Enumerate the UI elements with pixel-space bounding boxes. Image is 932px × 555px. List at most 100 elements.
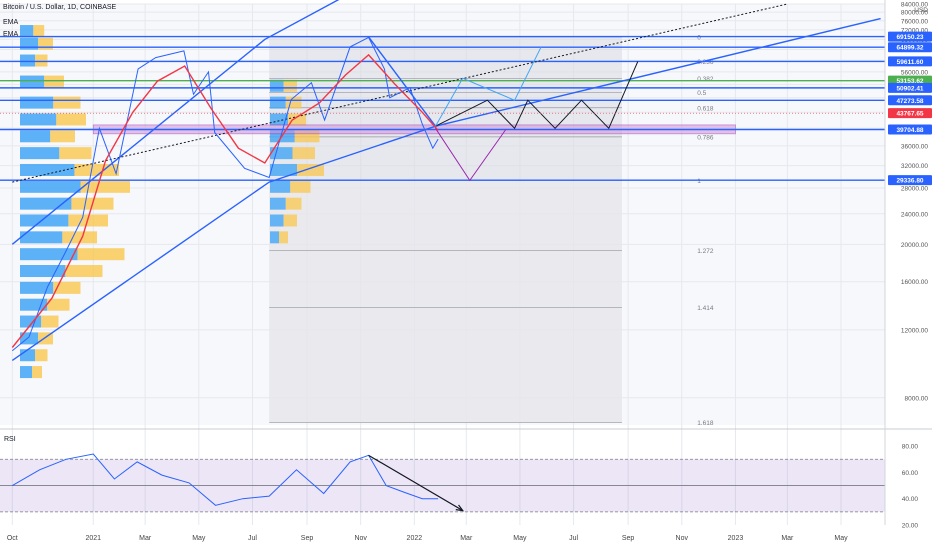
- volume-profile-bar: [20, 25, 34, 38]
- price-label-tag: [888, 56, 932, 67]
- volume-profile-bar: [283, 79, 297, 92]
- price-label-tag: [888, 31, 932, 42]
- volume-profile-bar: [285, 197, 302, 210]
- volume-profile-bar: [44, 75, 64, 88]
- volume-profile-bar: [270, 214, 284, 227]
- indicator-ema-2: EMA: [3, 31, 19, 38]
- volume-profile-bar: [292, 147, 315, 160]
- volume-profile-bar: [270, 163, 297, 176]
- price-label-tag: [888, 175, 932, 186]
- price-label-text: 64899.32: [896, 45, 923, 52]
- y-tick-label: 16000.00: [901, 279, 928, 286]
- volume-profile-bar: [41, 315, 59, 328]
- y-tick-label: 28000.00: [901, 185, 928, 192]
- volume-profile-bar: [20, 180, 81, 193]
- volume-profile-bar: [20, 163, 75, 176]
- volume-profile-bar: [270, 96, 286, 109]
- fib-box-lower: [269, 180, 622, 423]
- rsi-y-tick-label: 20.00: [902, 523, 919, 530]
- y-tick-label: 24000.00: [901, 211, 928, 218]
- volume-profile-bar: [20, 349, 36, 362]
- price-label-tag: [888, 42, 932, 53]
- x-tick-label: Nov: [676, 535, 689, 542]
- rsi-trend-arrow: [368, 454, 464, 512]
- fib-label: 0: [697, 34, 701, 41]
- y-tick-label: 32000.00: [901, 163, 928, 170]
- price-label-text: 29336.80: [896, 178, 923, 185]
- volume-profile-bar: [47, 298, 70, 311]
- fib-label: 1: [697, 178, 701, 185]
- alt-path: [435, 46, 542, 127]
- y-tick-label: 76000.00: [901, 18, 928, 25]
- volume-profile-bar: [20, 130, 51, 143]
- volume-profile-bar: [20, 197, 72, 210]
- rsi-title: RSI: [4, 436, 16, 443]
- volume-profile-bar: [283, 214, 297, 227]
- volume-profile-bar: [270, 79, 284, 92]
- x-tick-label: Jul: [248, 535, 257, 542]
- price-label-text: 43767.65: [896, 111, 923, 118]
- price-close-line: [11, 36, 439, 352]
- x-tick-label: Mar: [460, 535, 473, 542]
- fib-label: 0.382: [697, 76, 714, 83]
- volume-profile-bar: [74, 163, 119, 176]
- y-tick-label: 80000.00: [901, 10, 928, 17]
- y-tick-label: 56000.00: [901, 69, 928, 76]
- rsi-y-tick-label: 60.00: [902, 470, 919, 477]
- volume-profile-bar: [20, 248, 78, 261]
- fib-label: 0.5: [697, 90, 706, 97]
- y-tick-label: 20000.00: [901, 242, 928, 249]
- volume-profile-bar: [50, 130, 75, 143]
- x-tick-label: May: [834, 535, 848, 542]
- rsi-arrow-head: [455, 504, 465, 512]
- x-tick-label: Oct: [7, 535, 18, 542]
- volume-profile-bar: [56, 113, 86, 126]
- price-label-tag: [888, 95, 932, 106]
- volume-profile-bar: [35, 54, 48, 67]
- volume-profile-bar: [53, 96, 81, 109]
- volume-profile-bar: [20, 96, 54, 109]
- volume-profile-bar: [20, 298, 48, 311]
- volume-profile-bar: [279, 231, 288, 244]
- volume-profile-bar: [290, 180, 311, 193]
- volume-profile-bar: [297, 163, 324, 176]
- y-tick-label: 12000.00: [901, 327, 928, 334]
- volume-profile-bar: [35, 349, 48, 362]
- volume-profile-bar: [288, 113, 306, 126]
- volume-profile-bar: [33, 25, 45, 38]
- rsi-y-tick-label: 40.00: [902, 496, 919, 503]
- rsi-y-tick-label: 80.00: [902, 444, 919, 451]
- y-unit-label: USD: [914, 7, 928, 14]
- rsi-pane-bg: [0, 433, 885, 525]
- fib-label: 1.272: [697, 248, 714, 255]
- x-tick-label: 2021: [85, 535, 101, 542]
- volume-profile-bar: [20, 75, 45, 88]
- channel-upper: [11, 0, 340, 245]
- price-label-text: 59611.60: [897, 59, 924, 66]
- volume-profile-bar: [68, 214, 108, 227]
- price-label-text: 69150.23: [896, 34, 923, 41]
- volume-profile-bar: [20, 332, 39, 345]
- indicator-ema-1: EMA: [3, 19, 19, 26]
- volume-profile-bar: [65, 265, 103, 278]
- rsi-line: [12, 453, 439, 506]
- y-tick-label: 84000.00: [901, 2, 928, 9]
- volume-profile-bar: [32, 366, 42, 379]
- chart-title: Bitcoin / U.S. Dollar, 1D, COINBASE: [3, 4, 117, 11]
- price-label-tag: [888, 108, 932, 119]
- volume-profile-bar: [270, 197, 286, 210]
- x-tick-label: Nov: [354, 535, 367, 542]
- fib-label: 0.618: [697, 105, 714, 112]
- fib-label: 0.786: [697, 134, 714, 141]
- x-tick-label: 2023: [728, 535, 744, 542]
- volume-profile-bar: [285, 96, 302, 109]
- fib-label: 1.618: [697, 420, 714, 427]
- volume-profile-bar: [77, 248, 125, 261]
- price-label-text: 39704.88: [896, 127, 923, 134]
- x-tick-label: 2022: [407, 535, 423, 542]
- channel-lower: [11, 17, 881, 361]
- volume-profile-bar: [270, 180, 291, 193]
- price-label-text: 53153.62: [896, 78, 923, 85]
